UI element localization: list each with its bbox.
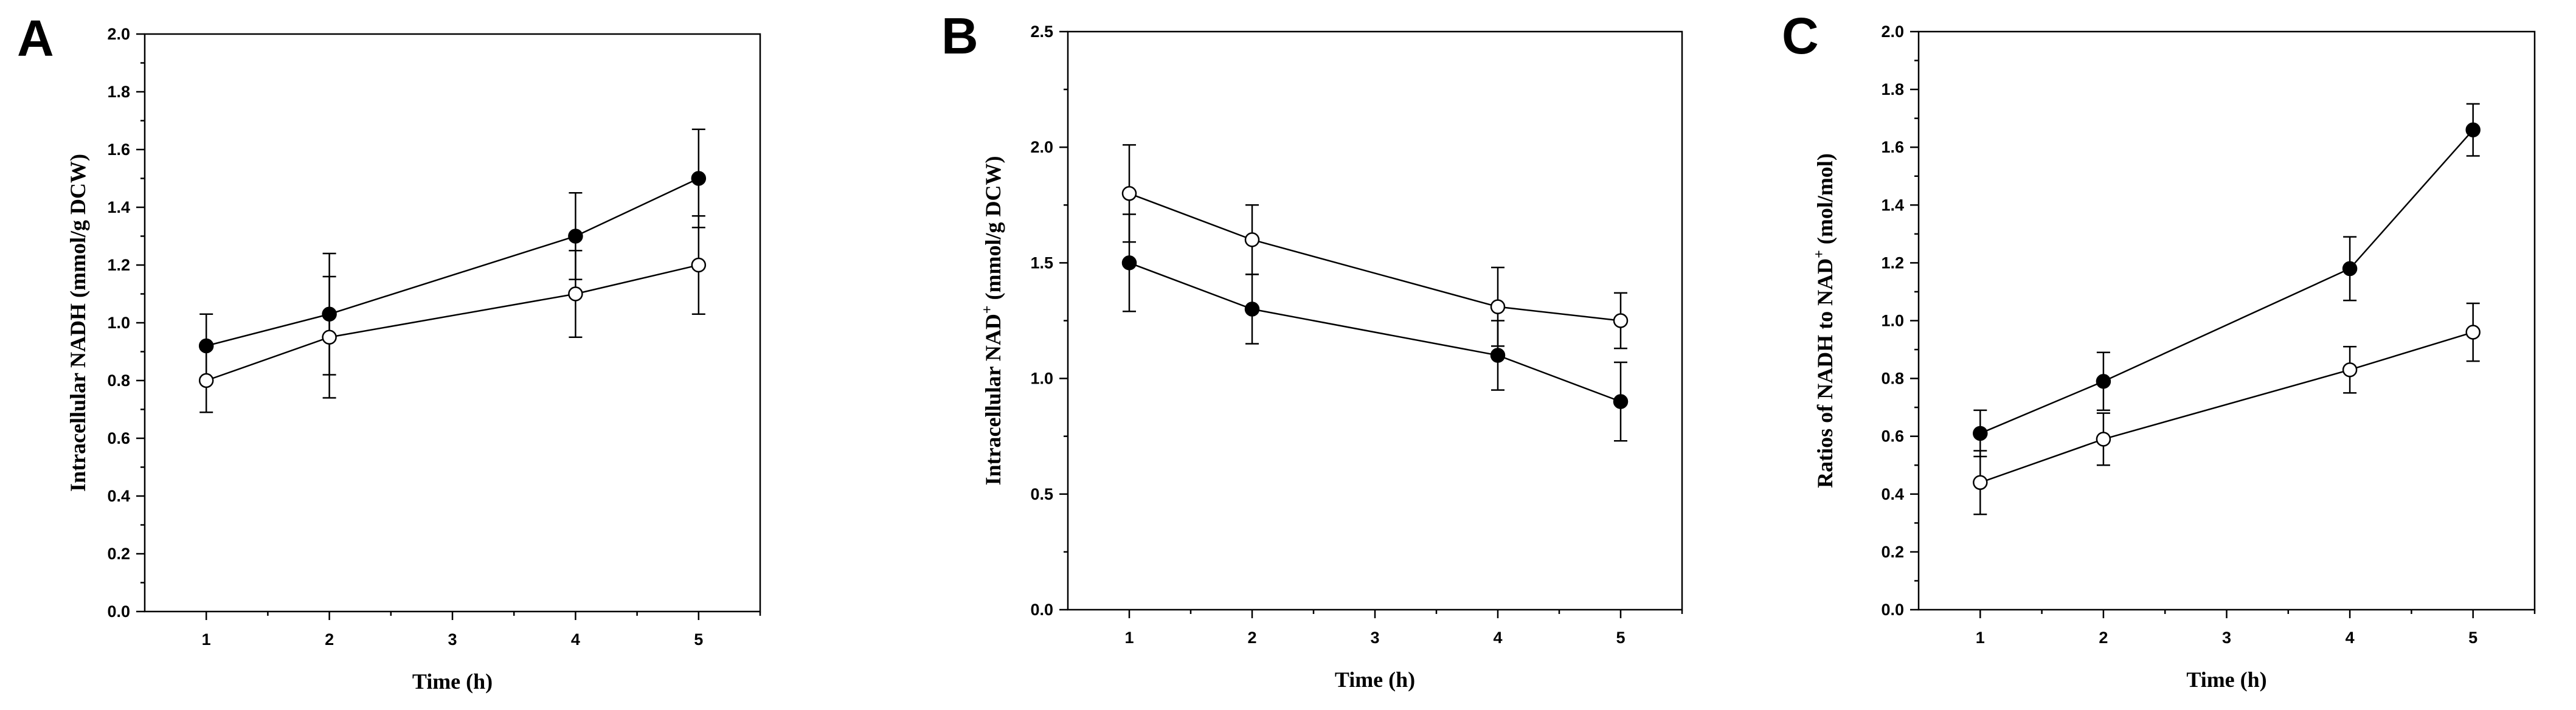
x-tick-label: 2 [325,630,334,649]
x-tick-label: 1 [1124,629,1134,647]
y-tick-label: 0.5 [1030,485,1053,503]
y-tick-label: 1.4 [1881,196,1904,214]
plot-frame [1917,30,2536,611]
x-tick-label: 2 [2099,629,2108,647]
y-tick-label: 0.2 [107,545,130,563]
data-point-filled [2465,122,2481,137]
data-point-filled [1973,426,1988,441]
series-line-filled [206,178,699,347]
x-tick-label: 4 [1493,629,1502,647]
y-tick-label: 1.0 [107,314,130,332]
series-line-filled [1129,262,1621,402]
data-point-filled [568,229,583,244]
y-tick-label: 0.2 [1881,543,1904,561]
panel-b: B 0.0 0.5 1.0 1.5 2.0 2.5 1 2 3 4 5 Time (h) Intracel… [941,7,1683,692]
data-point-open [1490,299,1506,314]
y-tick-label: 0.6 [107,429,130,447]
data-point-open [2342,362,2358,377]
data-point-filled [1244,302,1260,317]
data-point-open [568,286,583,302]
x-axis-label: Time (h) [412,669,493,694]
y-tick-label: 0.0 [1030,601,1053,619]
x-tick-label: 5 [2468,629,2477,647]
y-axis-label-part: Ratios of NADH to NAD [1813,258,1837,488]
y-tick-label: 1.5 [1030,253,1053,272]
x-tick-label: 3 [2222,629,2231,647]
y-axis-label: Intracellular NADH (mmol/g DCW) [66,154,90,492]
panel-c: C 0.0 0.2 0.4 0.6 0.8 1.0 1.2 1.4 1.6 1.8 2.0 1 2 3 4 5 T… [1782,7,2536,692]
y-tick-label: 2.0 [107,25,130,43]
data-point-filled [322,306,337,322]
y-tick-label: 0.0 [107,602,130,621]
y-tick-label: 1.8 [107,83,130,101]
data-point-filled [2096,374,2111,389]
x-tick-label: 2 [1247,629,1256,647]
y-axis-label-part: NADH (mmol/g DCW) [66,154,90,368]
data-point-open [1121,186,1137,201]
data-point-filled [691,171,707,186]
data-point-open [2096,432,2111,447]
series-line-open [206,264,699,382]
data-point-open [691,257,707,273]
panel-letter: B [941,7,978,64]
data-point-filled [1490,348,1506,363]
y-axis-label: Intracellular NAD+ (mmol/g DCW) [980,156,1005,486]
y-tick-label: 0.4 [107,487,130,505]
y-axis-label-part: Intracellular NAD [981,314,1005,485]
data-point-open [2465,325,2481,340]
data-point-open [322,329,337,345]
x-tick-label: 3 [448,630,457,649]
data-point-open [1244,232,1260,247]
x-tick-label: 5 [1616,629,1625,647]
y-tick-label: 0.6 [1881,427,1904,446]
x-tick-label: 5 [694,630,703,649]
y-axis-label-part: (mol/mol) [1813,153,1837,250]
series-line-filled [1979,129,2474,435]
data-point-open [1613,313,1629,328]
series-line-open [1129,193,1621,322]
y-tick-label: 0.8 [107,371,130,390]
plot-frame [1067,30,1683,611]
x-tick-label: 4 [571,630,580,649]
data-point-filled [198,338,214,354]
y-tick-label: 1.6 [107,140,130,159]
y-tick-label: 0.0 [1881,601,1904,619]
y-tick-label: 1.6 [1881,138,1904,156]
y-axis-label-superscript: + [980,305,995,314]
y-tick-label: 1.2 [1881,253,1904,272]
y-tick-label: 0.8 [1881,370,1904,388]
x-axis-label: Time (h) [2186,667,2266,692]
y-axis-label-part: (mmol/g DCW) [981,156,1005,306]
y-axis-label-part: Intracellular [66,373,90,492]
y-tick-label: 1.2 [107,256,130,274]
plot-frame [144,33,761,613]
y-axis-label-superscript: + [1812,250,1827,258]
series-line-open [1979,331,2474,483]
y-tick-label: 2.5 [1030,22,1053,41]
y-tick-label: 2.0 [1881,22,1904,41]
x-tick-label: 1 [1976,629,1985,647]
panel-letter: A [17,10,54,67]
panel-letter: C [1782,7,1819,64]
y-tick-label: 1.0 [1030,370,1053,388]
x-tick-label: 1 [202,630,211,649]
data-point-filled [1613,394,1629,409]
data-point-filled [1121,255,1137,271]
data-point-open [1973,475,1988,491]
y-tick-label: 2.0 [1030,138,1053,156]
y-tick-label: 1.4 [107,198,130,216]
y-tick-label: 1.8 [1881,80,1904,98]
x-tick-label: 3 [1370,629,1379,647]
y-axis-label: Ratios of NADH to NAD+ (mol/mol) [1812,153,1837,488]
y-tick-label: 0.4 [1881,485,1904,503]
panel-a: A 0.0 0.2 0.4 0.6 0.8 1.0 1.2 1.4 1.6 1.8 2.0 1 2 3 4 5 T… [17,10,761,694]
x-tick-label: 4 [2346,629,2355,647]
x-axis-label: Time (h) [1335,667,1415,692]
y-tick-label: 1.0 [1881,312,1904,330]
data-point-filled [2342,261,2358,277]
data-point-open [198,373,214,388]
